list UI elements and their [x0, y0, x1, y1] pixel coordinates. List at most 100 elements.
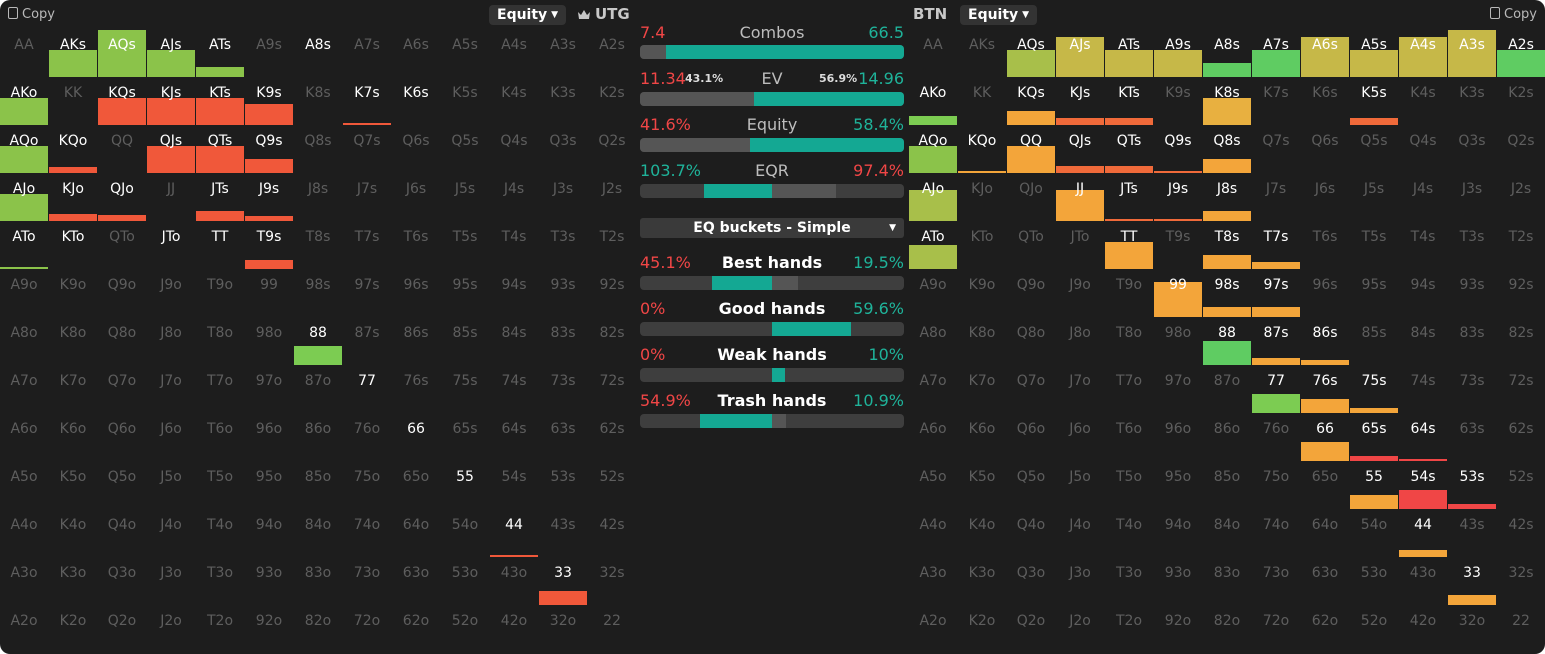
left-hand-cell[interactable]: K4o: [49, 510, 97, 557]
right-hand-cell[interactable]: Q6o: [1007, 414, 1055, 461]
left-hand-cell[interactable]: 73o: [343, 558, 391, 605]
right-hand-cell[interactable]: J5o: [1056, 462, 1104, 509]
right-hand-cell[interactable]: J8o: [1056, 318, 1104, 365]
left-hand-cell[interactable]: J9o: [147, 270, 195, 317]
right-hand-cell[interactable]: K6s: [1301, 78, 1349, 125]
left-hand-cell[interactable]: 84o: [294, 510, 342, 557]
right-hand-cell[interactable]: A2o: [909, 606, 957, 653]
left-hand-cell[interactable]: J9s: [245, 174, 293, 221]
right-hand-cell[interactable]: 83o: [1203, 558, 1251, 605]
left-hand-cell[interactable]: AQs: [98, 30, 146, 77]
right-hand-cell[interactable]: A6o: [909, 414, 957, 461]
right-hand-cell[interactable]: 42s: [1497, 510, 1545, 557]
right-hand-cell[interactable]: T4s: [1399, 222, 1447, 269]
right-hand-cell[interactable]: K3o: [958, 558, 1006, 605]
left-hand-cell[interactable]: K2o: [49, 606, 97, 653]
left-hand-cell[interactable]: T9o: [196, 270, 244, 317]
right-hand-cell[interactable]: 22: [1497, 606, 1545, 653]
right-hand-cell[interactable]: J4o: [1056, 510, 1104, 557]
right-hand-cell[interactable]: A3o: [909, 558, 957, 605]
right-hand-cell[interactable]: J7s: [1252, 174, 1300, 221]
left-hand-cell[interactable]: J5o: [147, 462, 195, 509]
left-hand-cell[interactable]: 76s: [392, 366, 440, 413]
right-hand-cell[interactable]: 82s: [1497, 318, 1545, 365]
right-hand-cell[interactable]: 85s: [1350, 318, 1398, 365]
left-hand-cell[interactable]: KJo: [49, 174, 97, 221]
right-hand-cell[interactable]: 42o: [1399, 606, 1447, 653]
left-hand-cell[interactable]: KQo: [49, 126, 97, 173]
left-hand-cell[interactable]: A9s: [245, 30, 293, 77]
left-hand-cell[interactable]: AJs: [147, 30, 195, 77]
left-hand-cell[interactable]: Q7o: [98, 366, 146, 413]
right-hand-cell[interactable]: 76o: [1252, 414, 1300, 461]
left-hand-cell[interactable]: 52o: [441, 606, 489, 653]
right-hand-cell[interactable]: KJs: [1056, 78, 1104, 125]
left-hand-cell[interactable]: 94o: [245, 510, 293, 557]
right-hand-cell[interactable]: 95s: [1350, 270, 1398, 317]
left-hand-cell[interactable]: Q4s: [490, 126, 538, 173]
right-copy-button[interactable]: Copy: [1490, 6, 1537, 22]
right-hand-cell[interactable]: K2o: [958, 606, 1006, 653]
left-hand-cell[interactable]: J7s: [343, 174, 391, 221]
left-hand-cell[interactable]: K7o: [49, 366, 97, 413]
right-hand-cell[interactable]: T4o: [1105, 510, 1153, 557]
left-hand-cell[interactable]: K9s: [245, 78, 293, 125]
right-hand-cell[interactable]: T3o: [1105, 558, 1153, 605]
right-hand-cell[interactable]: TT: [1105, 222, 1153, 269]
right-hand-cell[interactable]: 82o: [1203, 606, 1251, 653]
left-hand-cell[interactable]: Q3s: [539, 126, 587, 173]
right-hand-cell[interactable]: 88: [1203, 318, 1251, 365]
right-hand-cell[interactable]: K5o: [958, 462, 1006, 509]
left-hand-cell[interactable]: J4o: [147, 510, 195, 557]
left-hand-cell[interactable]: 53o: [441, 558, 489, 605]
left-hand-cell[interactable]: 83s: [539, 318, 587, 365]
left-hand-cell[interactable]: 74o: [343, 510, 391, 557]
right-hand-cell[interactable]: 98s: [1203, 270, 1251, 317]
left-hand-cell[interactable]: 76o: [343, 414, 391, 461]
left-hand-cell[interactable]: 87o: [294, 366, 342, 413]
left-hand-cell[interactable]: 53s: [539, 462, 587, 509]
left-hand-cell[interactable]: Q3o: [98, 558, 146, 605]
left-hand-cell[interactable]: 92o: [245, 606, 293, 653]
left-hand-cell[interactable]: KQs: [98, 78, 146, 125]
left-hand-cell[interactable]: A7o: [0, 366, 48, 413]
left-hand-cell[interactable]: 42s: [588, 510, 636, 557]
left-hand-cell[interactable]: A8o: [0, 318, 48, 365]
left-hand-cell[interactable]: J8s: [294, 174, 342, 221]
right-hand-cell[interactable]: A8s: [1203, 30, 1251, 77]
right-hand-cell[interactable]: QJs: [1056, 126, 1104, 173]
right-hand-cell[interactable]: K6o: [958, 414, 1006, 461]
right-hand-cell[interactable]: 73s: [1448, 366, 1496, 413]
left-hand-cell[interactable]: A8s: [294, 30, 342, 77]
left-hand-cell[interactable]: AJo: [0, 174, 48, 221]
left-hand-cell[interactable]: KTo: [49, 222, 97, 269]
right-hand-cell[interactable]: JJ: [1056, 174, 1104, 221]
right-hand-cell[interactable]: 74o: [1252, 510, 1300, 557]
left-hand-cell[interactable]: QJo: [98, 174, 146, 221]
left-hand-cell[interactable]: T7o: [196, 366, 244, 413]
left-hand-cell[interactable]: KJs: [147, 78, 195, 125]
left-hand-cell[interactable]: K3s: [539, 78, 587, 125]
right-hand-cell[interactable]: 86s: [1301, 318, 1349, 365]
right-hand-cell[interactable]: 65o: [1301, 462, 1349, 509]
right-hand-cell[interactable]: 99: [1154, 270, 1202, 317]
right-hand-cell[interactable]: JTo: [1056, 222, 1104, 269]
right-hand-cell[interactable]: A5o: [909, 462, 957, 509]
left-hand-cell[interactable]: 95s: [441, 270, 489, 317]
right-hand-cell[interactable]: 74s: [1399, 366, 1447, 413]
left-hand-cell[interactable]: 74s: [490, 366, 538, 413]
right-hand-cell[interactable]: ATs: [1105, 30, 1153, 77]
right-hand-cell[interactable]: K7s: [1252, 78, 1300, 125]
right-hand-cell[interactable]: 87o: [1203, 366, 1251, 413]
left-hand-cell[interactable]: 98o: [245, 318, 293, 365]
right-hand-cell[interactable]: K4s: [1399, 78, 1447, 125]
eq-buckets-dropdown[interactable]: EQ buckets - Simple ▼: [640, 218, 904, 238]
left-hand-cell[interactable]: J8o: [147, 318, 195, 365]
left-hand-cell[interactable]: T7s: [343, 222, 391, 269]
right-hand-cell[interactable]: Q8s: [1203, 126, 1251, 173]
right-hand-cell[interactable]: AQo: [909, 126, 957, 173]
left-hand-cell[interactable]: 73s: [539, 366, 587, 413]
right-hand-cell[interactable]: 63s: [1448, 414, 1496, 461]
right-hand-cell[interactable]: A4o: [909, 510, 957, 557]
right-hand-cell[interactable]: T7s: [1252, 222, 1300, 269]
